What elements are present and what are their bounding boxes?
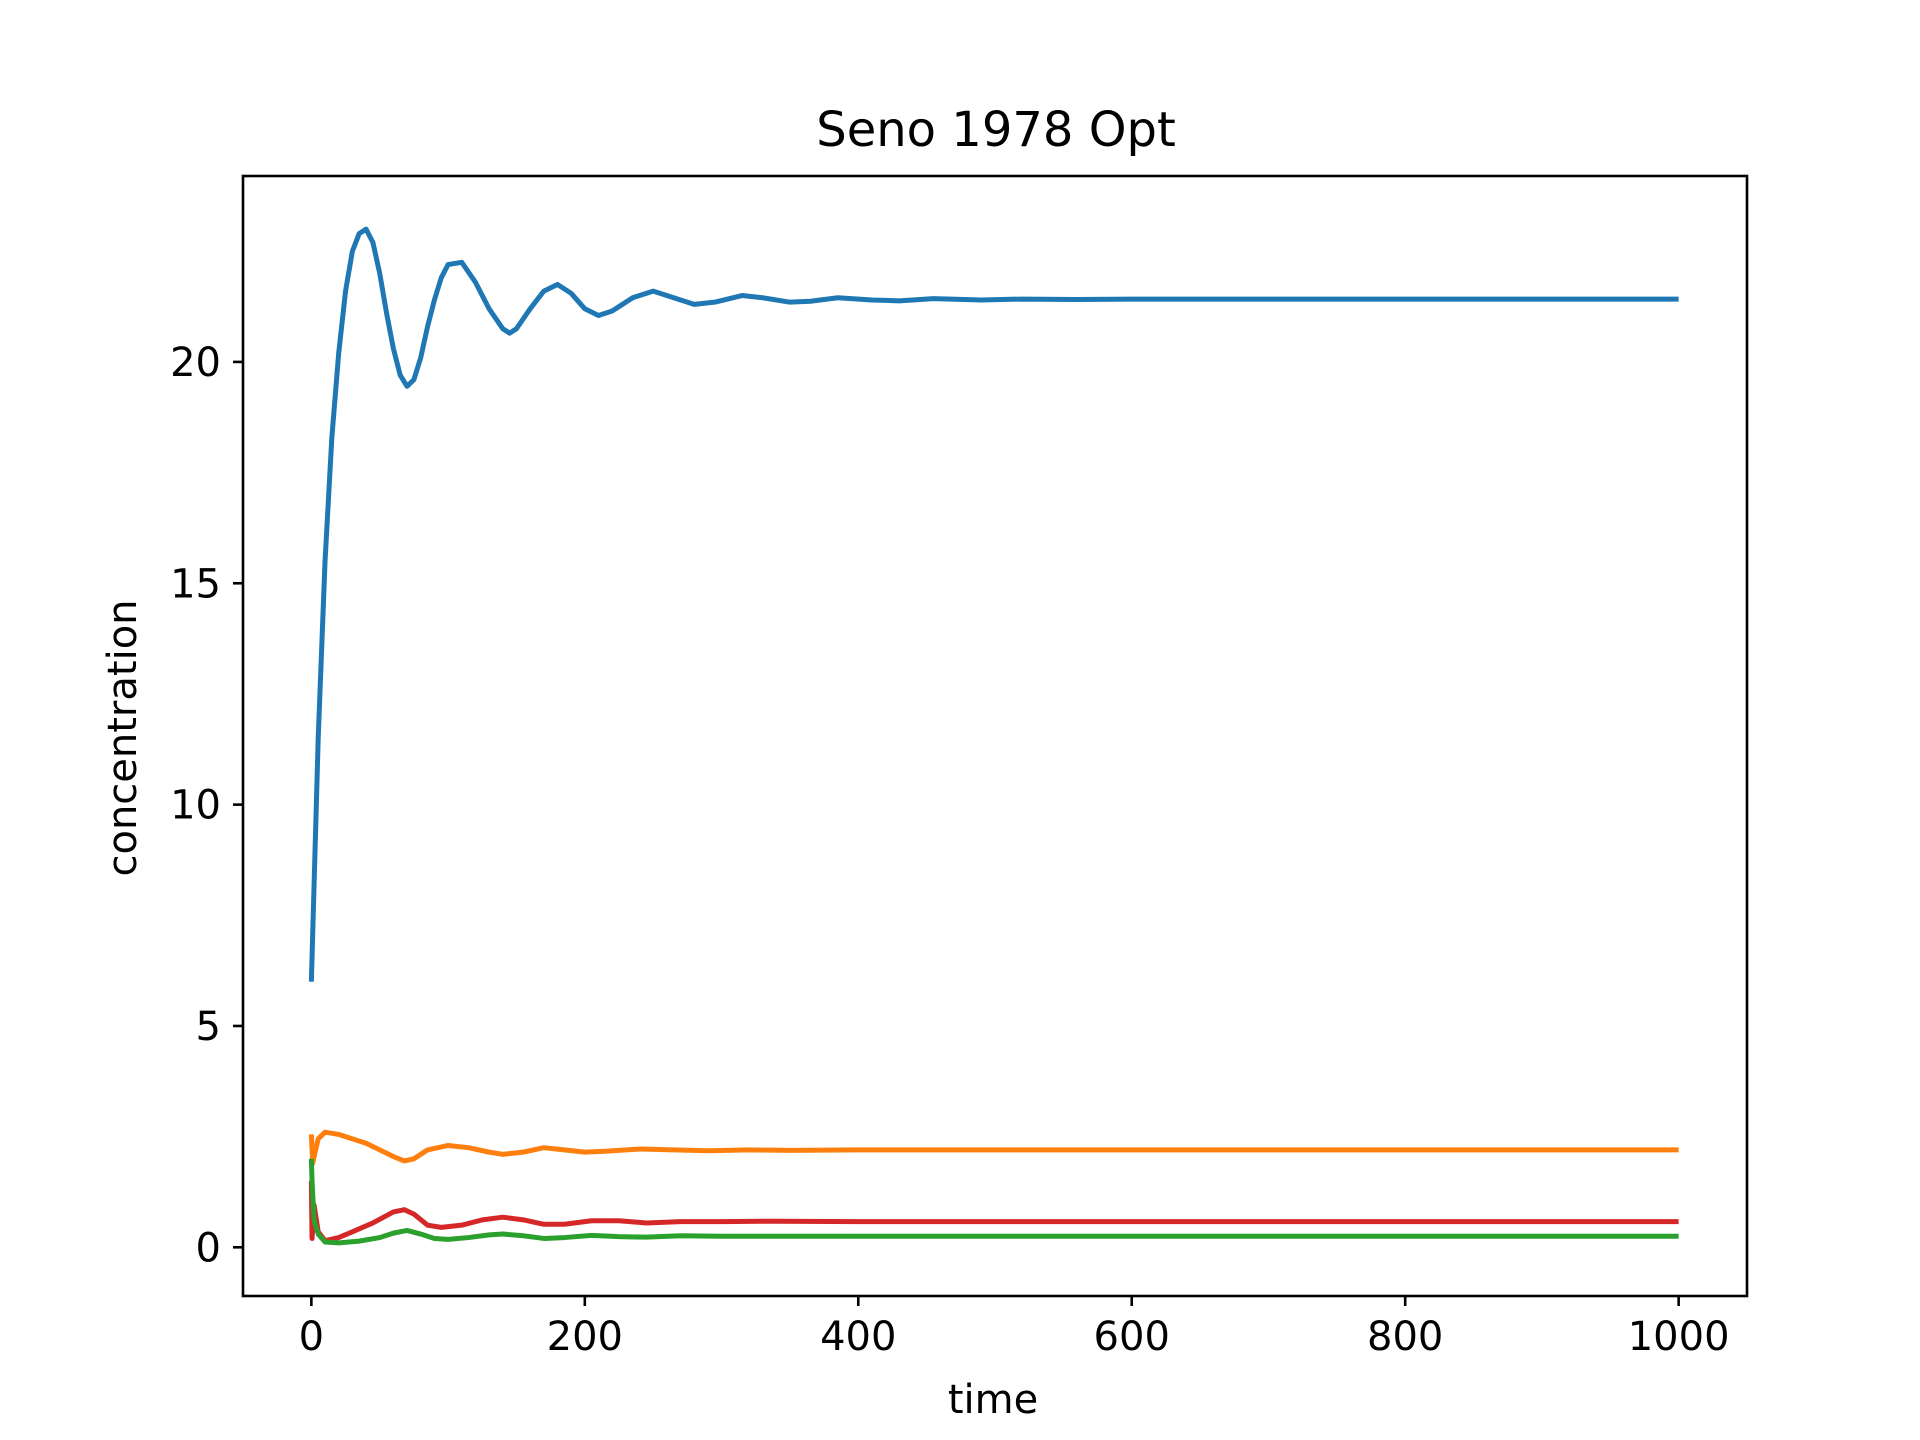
x-tick-label: 800 [1367,1314,1443,1360]
series-layer [308,226,1679,1246]
x-axis-label: time [948,1377,1038,1423]
x-tick-label: 1000 [1628,1314,1730,1360]
y-tick-label: 15 [170,561,221,607]
x-axis: 0 200 400 600 800 1000 [299,1296,1730,1360]
series-line-3 [308,1180,1679,1244]
x-tick-label: 0 [299,1314,324,1360]
series-line-2 [308,1129,1679,1166]
x-tick-label: 600 [1094,1314,1170,1360]
y-tick-label: 10 [170,783,221,829]
chart-title: Seno 1978 Opt [816,102,1176,158]
y-tick-label: 0 [196,1225,221,1271]
series-line-1 [308,226,1679,982]
y-axis: 0 5 10 15 20 [170,340,243,1271]
plot-frame [241,174,1749,1298]
y-tick-label: 20 [170,340,221,386]
y-axis-label: concentration [100,599,146,876]
x-tick-label: 400 [820,1314,896,1360]
series-line-4 [308,1158,1679,1246]
y-tick-label: 5 [196,1004,221,1050]
x-tick-label: 200 [547,1314,623,1360]
